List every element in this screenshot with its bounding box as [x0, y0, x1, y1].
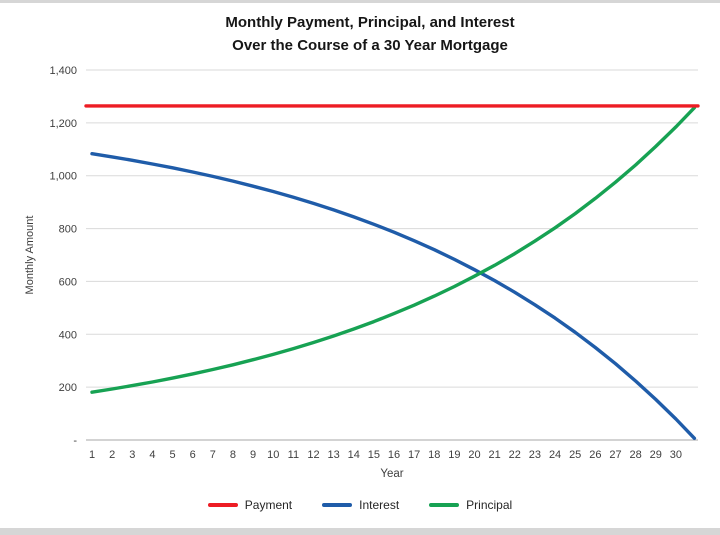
top-edge-strip	[0, 0, 720, 3]
x-tick-label: 29	[650, 449, 662, 461]
x-tick-label: 28	[629, 449, 641, 461]
y-tick-label: -	[73, 435, 77, 447]
legend-swatch	[207, 503, 238, 507]
legend-swatch	[429, 503, 460, 507]
x-tick-label: 25	[569, 449, 581, 461]
legend-label: Principal	[466, 498, 513, 512]
x-tick-label: 22	[509, 449, 521, 461]
y-axis-label: Monthly Amount	[24, 215, 36, 295]
legend-label: Interest	[359, 498, 400, 512]
x-tick-label: 17	[408, 449, 420, 461]
x-tick-label: 5	[170, 449, 176, 461]
x-tick-label: 21	[489, 449, 501, 461]
y-tick-label: 400	[59, 329, 77, 341]
x-tick-label: 18	[428, 449, 440, 461]
x-tick-label: 15	[368, 449, 380, 461]
plot-area: -200 400 600 800 1,000 1,200 1,400 1 2 3 4 5 6 7 8 9 10 1…	[10, 62, 710, 472]
chart-title-line2: Over the Course of a 30 Year Mortgage	[232, 36, 508, 54]
x-tick-label: 24	[549, 449, 561, 461]
x-tick-label: 8	[230, 449, 236, 461]
legend-item-principal: Principal	[429, 498, 512, 512]
y-tick-label: 600	[59, 276, 77, 288]
x-tick-label: 26	[589, 449, 601, 461]
x-axis-label: Year	[380, 468, 404, 480]
x-tick-label: 4	[149, 449, 155, 461]
series-line-principal	[90, 106, 697, 394]
x-tick-label: 30	[670, 449, 682, 461]
x-tick-label: 23	[529, 449, 541, 461]
y-tick-label: 1,000	[49, 171, 77, 183]
chart-title: Monthly Payment, Principal, and Interest…	[40, 12, 700, 57]
y-tick-label: 1,400	[49, 65, 77, 77]
x-tick-label: 3	[129, 449, 135, 461]
legend: Payment Interest Principal	[0, 498, 720, 512]
bottom-edge-strip	[0, 528, 720, 535]
y-tick-label: 200	[59, 382, 77, 394]
x-tick-label: 1	[89, 449, 95, 461]
x-tick-label: 11	[288, 449, 299, 461]
x-tick-label: 6	[190, 449, 196, 461]
x-tick-label: 27	[609, 449, 621, 461]
legend-label: Payment	[244, 498, 293, 512]
x-tick-label: 13	[327, 449, 339, 461]
x-tick-label: 20	[468, 449, 480, 461]
x-tick-label: 2	[109, 449, 115, 461]
y-tick-label: 800	[59, 224, 77, 236]
x-tick-label: 12	[307, 449, 319, 461]
legend-item-interest: Interest	[322, 498, 399, 512]
chart-title-line1: Monthly Payment, Principal, and Interest	[225, 14, 515, 31]
legend-swatch	[322, 503, 353, 507]
series-line-interest	[90, 152, 697, 440]
x-tick-label: 7	[210, 449, 216, 461]
x-tick-label: 9	[250, 449, 256, 461]
x-tick-label: 16	[388, 449, 400, 461]
x-tick-label: 19	[448, 449, 460, 461]
y-tick-label: 1,200	[49, 118, 77, 130]
x-tick-label: 14	[348, 449, 360, 461]
legend-item-payment: Payment	[207, 498, 293, 512]
x-tick-label: 10	[267, 449, 279, 461]
